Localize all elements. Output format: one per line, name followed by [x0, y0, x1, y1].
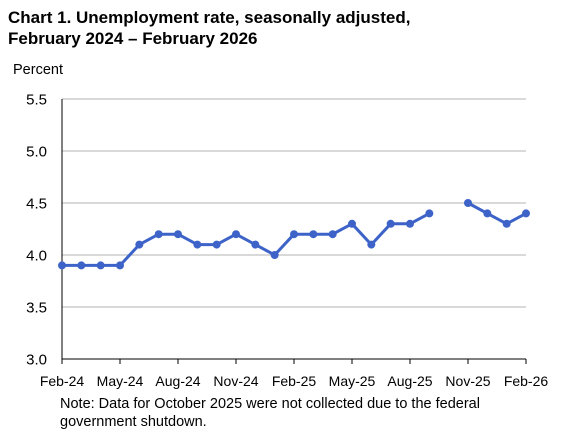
data-point-2025-07 [386, 219, 395, 228]
x-tick-label-May-24: May-24 [97, 373, 144, 389]
y-tick-label-5.0: 5.0 [26, 144, 47, 161]
x-tick-labels: Feb-24 May-24 Aug-24 Nov-24 Feb-25 May-25 Aug-… [40, 373, 549, 389]
y-tick-labels: 3.0 3.5 4.0 4.5 5.0 5.5 [26, 92, 47, 369]
x-tick-label-Feb-26: Feb-26 [504, 373, 549, 389]
x-tick-label-Nov-24: Nov-24 [213, 373, 258, 389]
data-point-2025-08 [406, 219, 414, 228]
y-tick-label-3.5: 3.5 [26, 300, 47, 317]
y-axis-label: Percent [13, 62, 63, 78]
data-point-2025-11 [464, 199, 472, 207]
data-point-2025-03 [309, 230, 318, 239]
data-point-2024-04 [96, 261, 105, 270]
data-point-2024-12 [251, 240, 260, 249]
chart-title: Chart 1. Unemployment rate, seasonally a… [8, 7, 556, 49]
x-tick-label-Feb-24: Feb-24 [40, 373, 85, 389]
data-point-2024-09 [193, 240, 202, 249]
data-point-2025-02 [290, 230, 298, 239]
data-point-2024-03 [77, 261, 86, 270]
line-chart: Percent 3.0 3.5 4.0 4.5 5.0 5.5 Feb-24 May-24 A… [13, 62, 549, 389]
chart-title-line-2: February 2024 – February 2026 [8, 29, 258, 48]
x-tick-label-Nov-25: Nov-25 [445, 373, 490, 389]
y-tick-label-4.0: 4.0 [26, 248, 47, 265]
data-points [58, 199, 530, 270]
data-point-2026-01 [502, 219, 511, 228]
data-point-2025-09 [425, 209, 434, 218]
data-point-2024-08 [174, 230, 182, 239]
y-tick-label-5.5: 5.5 [26, 92, 47, 109]
data-point-2024-07 [154, 230, 163, 239]
data-point-2024-06 [135, 240, 144, 249]
x-tick-label-Aug-25: Aug-25 [387, 373, 432, 389]
x-tick-label-May-25: May-25 [329, 373, 376, 389]
y-tick-label-4.5: 4.5 [26, 196, 47, 213]
gridlines [62, 98, 526, 308]
x-tick-label-Feb-25: Feb-25 [272, 373, 317, 389]
data-point-2025-12 [483, 209, 492, 218]
series-unemployment-rate [60, 201, 528, 267]
chart-note-line-1: Note: Data for October 2025 were not col… [60, 396, 480, 412]
data-point-2024-10 [212, 240, 221, 249]
data-point-2025-06 [367, 240, 376, 249]
series-line-segment-1 [60, 211, 431, 267]
data-point-2026-02 [522, 209, 530, 218]
data-point-2024-11 [232, 230, 240, 239]
data-point-2025-05 [348, 219, 356, 228]
data-point-2024-02 [58, 261, 66, 270]
chart-note-line-2: government shutdown. [60, 414, 207, 430]
y-tick-label-3.0: 3.0 [26, 352, 47, 369]
chart-note: Note: Data for October 2025 were not col… [60, 395, 550, 431]
x-tick-label-Aug-24: Aug-24 [155, 373, 200, 389]
data-point-2024-05 [116, 261, 124, 270]
chart-title-line-1: Chart 1. Unemployment rate, seasonally a… [8, 8, 411, 27]
data-point-2025-04 [328, 230, 337, 239]
axes [61, 99, 527, 364]
data-point-2025-01 [270, 251, 279, 259]
series-line-segment-2 [466, 201, 528, 226]
